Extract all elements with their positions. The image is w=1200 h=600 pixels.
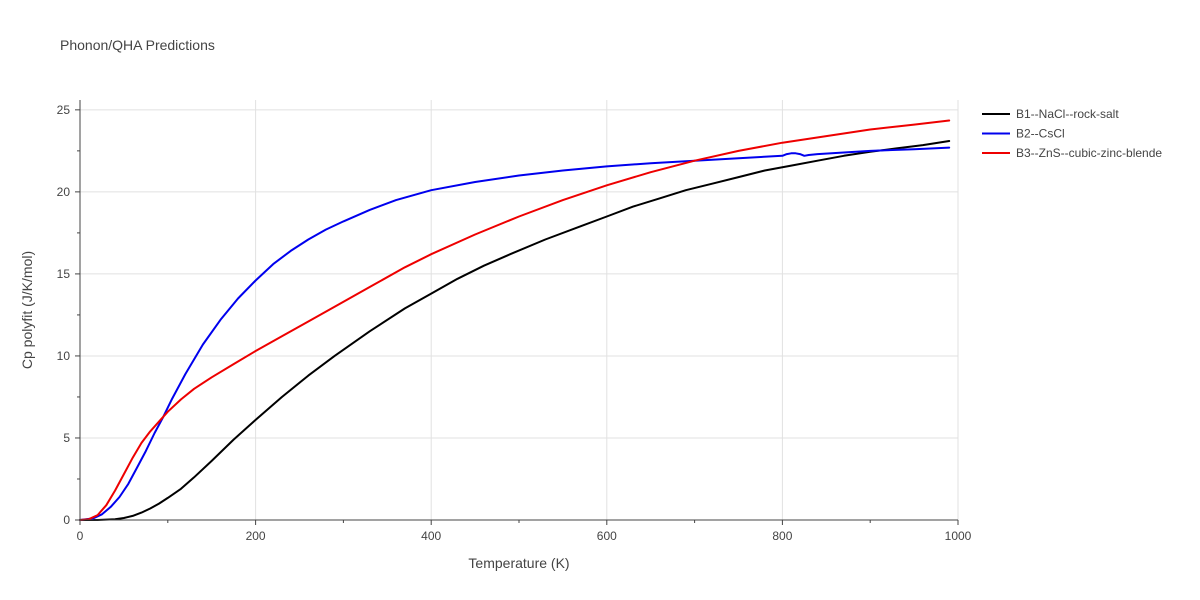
x-tick-label: 0 bbox=[77, 529, 84, 543]
series-line-3 bbox=[79, 119, 951, 521]
legend-label: B2--CsCl bbox=[1016, 127, 1065, 141]
series-line-2 bbox=[79, 146, 951, 521]
legend-label: B1--NaCl--rock-salt bbox=[1016, 107, 1119, 121]
chart-title: Phonon/QHA Predictions bbox=[60, 37, 215, 53]
y-tick-label: 5 bbox=[63, 431, 70, 445]
legend-item-1[interactable]: B1--NaCl--rock-salt bbox=[982, 107, 1119, 121]
x-tick-label: 200 bbox=[246, 529, 266, 543]
x-tick-label: 600 bbox=[597, 529, 617, 543]
grid bbox=[80, 100, 959, 520]
plot-area bbox=[79, 119, 951, 521]
x-tick-label: 1000 bbox=[945, 529, 972, 543]
x-tick-label: 800 bbox=[772, 529, 792, 543]
series-line-1 bbox=[79, 140, 951, 521]
legend-item-2[interactable]: B2--CsCl bbox=[982, 127, 1065, 141]
y-tick-label: 20 bbox=[57, 185, 71, 199]
legend-label: B3--ZnS--cubic-zinc-blende bbox=[1016, 146, 1162, 160]
x-tick-label: 400 bbox=[421, 529, 441, 543]
y-tick-label: 0 bbox=[63, 513, 70, 527]
y-tick-label: 10 bbox=[57, 349, 71, 363]
y-axis-title: Cp polyfit (J/K/mol) bbox=[19, 251, 35, 369]
x-axis-title: Temperature (K) bbox=[468, 555, 569, 571]
legend[interactable]: B1--NaCl--rock-salt B2--CsCl B3--ZnS--cubi… bbox=[982, 107, 1162, 160]
y-tick-label: 25 bbox=[57, 103, 71, 117]
legend-item-3[interactable]: B3--ZnS--cubic-zinc-blende bbox=[982, 146, 1162, 160]
axes: 0 200 400 600 800 1000 0 5 10 15 20 25 bbox=[57, 100, 972, 543]
y-tick-label: 15 bbox=[57, 267, 71, 281]
